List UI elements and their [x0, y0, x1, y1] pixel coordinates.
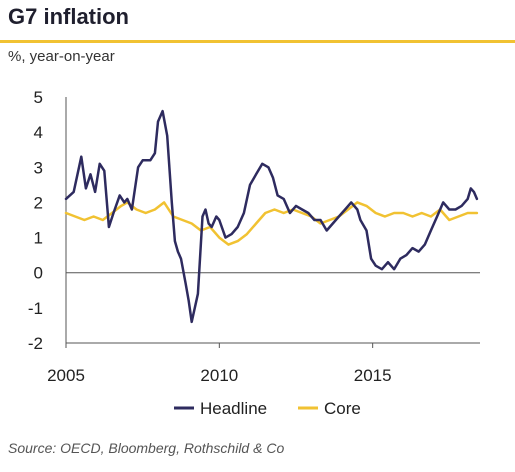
chart-subtitle: %, year-on-year — [8, 48, 115, 65]
chart-title: G7 inflation — [8, 4, 129, 29]
x-axis-ticks: 2005 2010 2015 — [47, 343, 392, 385]
x-tick-label: 2005 — [47, 366, 85, 385]
source-note: Source: OECD, Bloomberg, Rothschild & Co — [8, 440, 285, 456]
y-tick-label: 0 — [34, 264, 43, 283]
y-tick-label: 2 — [34, 193, 43, 212]
y-axis-ticks: -2 -1 0 1 2 3 4 5 — [28, 88, 43, 353]
y-tick-label: -1 — [28, 299, 43, 318]
y-tick-label: 5 — [34, 88, 43, 107]
series-line-core — [64, 201, 479, 246]
legend-label-headline: Headline — [200, 399, 267, 418]
y-tick-label: 1 — [34, 229, 43, 248]
y-tick-label: -2 — [28, 334, 43, 353]
y-tick-label: 4 — [34, 123, 43, 142]
series-line-headline — [64, 109, 479, 324]
y-tick-label: 3 — [34, 158, 43, 177]
x-tick-label: 2010 — [200, 366, 238, 385]
x-tick-label: 2015 — [354, 366, 392, 385]
legend-label-core: Core — [324, 399, 361, 418]
title-underline — [0, 40, 515, 43]
legend: Headline Core — [174, 399, 361, 418]
series-group — [64, 109, 479, 324]
